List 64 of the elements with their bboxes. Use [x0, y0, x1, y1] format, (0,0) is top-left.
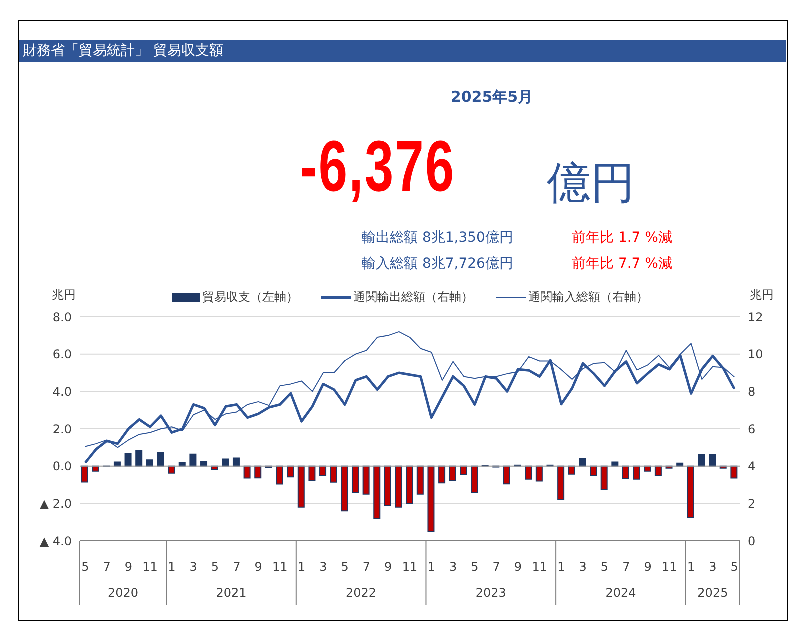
x-tick-label: 9	[384, 560, 392, 574]
chart-subtitle: 2025年5月	[450, 88, 534, 107]
x-tick-label: 7	[492, 560, 500, 574]
y-tick-label: 2.0	[52, 422, 72, 436]
x-tick-label: 1	[168, 560, 176, 574]
text: 前年比 7.7 %減	[572, 256, 672, 272]
y2-tick-label: 2	[748, 496, 756, 511]
legend-label: 通関輸入総額（右軸）	[528, 289, 648, 306]
x-tick-label: 9	[124, 560, 133, 574]
x-tick-label: 7	[103, 560, 111, 574]
y-tick-label: 6.0	[52, 348, 72, 362]
y2-axis-title: 兆円	[750, 287, 774, 304]
x-tick-label: 9	[514, 560, 522, 574]
text: 輸出総額 8兆1,350億円	[362, 230, 514, 246]
x-tick-label: 5	[600, 560, 609, 574]
x-tick-label: 7	[233, 560, 241, 574]
x-tick-label: 1	[558, 560, 566, 574]
text: 2024	[606, 586, 636, 600]
x-tick-label: 11	[142, 560, 158, 574]
x-tick-label: 5	[82, 560, 90, 574]
legend-label: 貿易収支（左軸）	[202, 289, 298, 306]
x-tick-label: 11	[662, 560, 678, 574]
y2-tick-label: 10	[748, 348, 764, 362]
x-tick-label: 5	[341, 560, 349, 574]
y2-tick-label: 6	[748, 422, 756, 436]
x-tick-label: 5	[211, 560, 220, 574]
x-tick-label: 11	[402, 560, 418, 574]
y-tick-label: 4.0	[52, 384, 72, 399]
x-tick-label: 5	[471, 560, 479, 574]
y2-tick-label: 4	[748, 460, 756, 474]
text: -6,376	[300, 127, 456, 208]
x-tick-label: 9	[644, 560, 652, 574]
x-tick-label: 3	[709, 560, 717, 574]
x-tick-label: 3	[190, 560, 198, 574]
text: 2022	[346, 586, 377, 600]
text: 2023	[476, 586, 506, 600]
x-tick-label: 3	[449, 560, 458, 574]
x-tick-label: 1	[687, 560, 696, 574]
x-tick-label: 9	[254, 560, 262, 574]
y-tick-label: 0.0	[52, 460, 72, 474]
legend-label: 通関輸出総額（右軸）	[354, 289, 474, 306]
x-tick-label: 3	[579, 560, 587, 574]
y2-tick-label: 12	[748, 310, 764, 324]
x-tick-label: 1	[298, 560, 306, 574]
x-tick-label: 5	[730, 560, 738, 574]
x-tick-label: 3	[320, 560, 328, 574]
text: 輸入総額 8兆7,726億円	[362, 256, 514, 272]
x-tick-label: 7	[362, 560, 371, 574]
x-tick-label: 11	[532, 560, 548, 574]
y-tick-label: ▲ 2.0	[40, 496, 72, 511]
y2-tick-label: 0	[748, 534, 756, 548]
x-tick-label: 1	[428, 560, 436, 574]
chart-title: 財務省「貿易統計」 貿易収支額	[19, 40, 786, 62]
text: 2025	[698, 586, 728, 600]
x-tick-label: 7	[622, 560, 630, 574]
y-tick-label: 8.0	[52, 310, 72, 324]
y-axis-title: 兆円	[52, 287, 76, 304]
x-tick-label: 11	[272, 560, 288, 574]
text: 億円	[547, 158, 635, 209]
y2-tick-label: 8	[748, 384, 756, 399]
text: 2021	[216, 586, 247, 600]
text: 前年比 1.7 %減	[572, 230, 672, 246]
text: 2020	[108, 586, 139, 600]
y-tick-label: ▲ 4.0	[40, 534, 72, 548]
